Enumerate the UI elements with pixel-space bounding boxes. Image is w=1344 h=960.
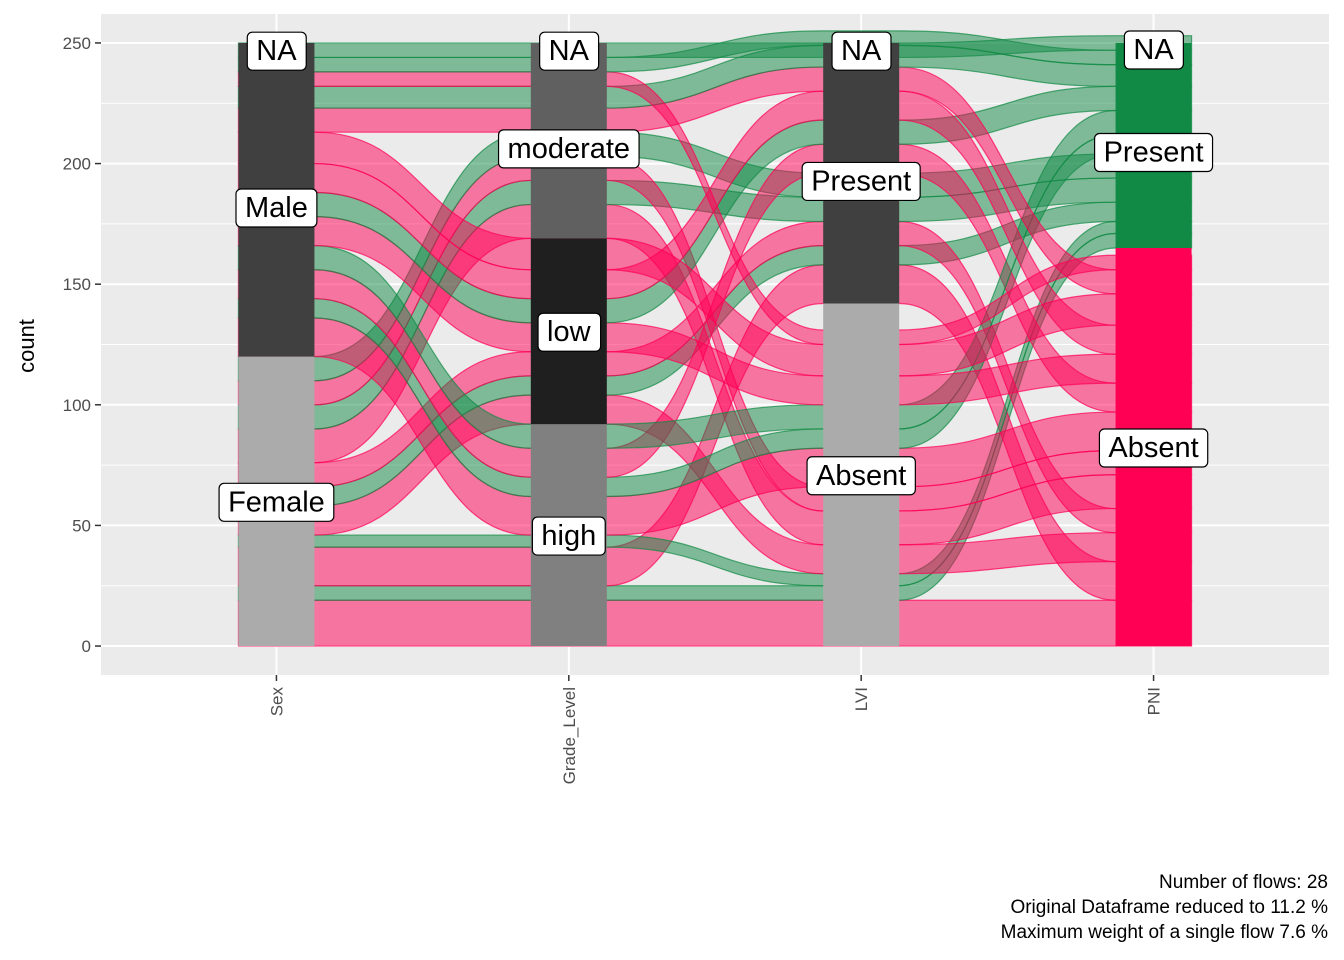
stratum-label-lvi-na: NA — [831, 31, 892, 71]
label-box — [831, 31, 892, 71]
label-text: low — [547, 316, 592, 348]
stratum-label-pni-present: Present — [1093, 132, 1214, 173]
label-box — [1098, 428, 1209, 468]
y-tick-label: 200 — [63, 155, 91, 174]
label-box — [497, 129, 640, 169]
stratum-label-grade_level-na: NA — [539, 31, 600, 71]
label-text: Female — [228, 486, 325, 518]
y-tick-label: 100 — [63, 396, 91, 415]
stratum-label-pni-absent: Absent — [1098, 428, 1209, 468]
label-text: Present — [1104, 137, 1204, 169]
stratum-label-lvi-absent: Absent — [806, 456, 916, 496]
x-tick-label: Grade_Level — [560, 687, 579, 784]
x-axis: Sex Grade_Level LVI PNI — [267, 675, 1164, 784]
label-text: NA — [256, 35, 297, 67]
label-box — [801, 161, 921, 202]
label-text: NA — [549, 35, 590, 67]
label-box — [235, 188, 318, 228]
flows-layer — [237, 30, 1193, 647]
y-tick-label: 250 — [63, 34, 91, 53]
y-tick-label: 150 — [63, 275, 91, 294]
stratum-label-lvi-present: Present — [801, 161, 921, 202]
caption-flows: Number of flows: 28 — [1159, 872, 1328, 893]
caption-reduced: Original Dataframe reduced to 11.2 % — [1010, 897, 1328, 918]
label-box — [246, 31, 307, 71]
label-box — [539, 31, 600, 71]
stratum-label-grade_level-moderate: moderate — [497, 129, 640, 169]
stratum-label-sex-female: Female — [218, 482, 335, 522]
x-tick-label: LVI — [852, 687, 871, 711]
label-box — [537, 312, 602, 352]
label-box — [806, 456, 916, 496]
stratum-label-sex-male: Male — [235, 188, 318, 228]
label-text: high — [541, 520, 596, 552]
label-box — [218, 482, 335, 522]
y-tick-label: 50 — [72, 516, 91, 535]
x-tick-label: PNI — [1145, 687, 1164, 715]
stratum-label-pni-na: NA — [1123, 30, 1184, 70]
label-text: Absent — [816, 460, 906, 492]
y-axis: 0 50 100 150 200 250 — [63, 34, 101, 656]
label-text: NA — [1133, 34, 1174, 66]
stratum-label-grade_level-low: low — [537, 312, 602, 352]
label-text: Present — [811, 165, 911, 197]
flow-female-high-absent-absent — [237, 599, 1193, 647]
x-tick-label: Sex — [267, 687, 286, 717]
label-text: Male — [245, 192, 308, 224]
y-tick-label: 0 — [82, 637, 91, 656]
label-box — [1093, 132, 1214, 173]
label-text: Absent — [1108, 432, 1198, 464]
y-axis-title: count — [14, 319, 39, 373]
label-box — [1123, 30, 1184, 70]
caption: Number of flows: 28 Original Dataframe r… — [1001, 870, 1328, 945]
label-box — [531, 516, 606, 556]
label-text: moderate — [508, 133, 631, 165]
stratum-label-sex-na: NA — [246, 31, 307, 71]
stratum-label-grade_level-high: high — [531, 516, 606, 556]
caption-max-weight: Maximum weight of a single flow 7.6 % — [1000, 922, 1328, 943]
label-text: NA — [841, 35, 882, 67]
stratum-labels-layer: Female Male NA high low moderate NA Absent Prese… — [218, 30, 1214, 556]
